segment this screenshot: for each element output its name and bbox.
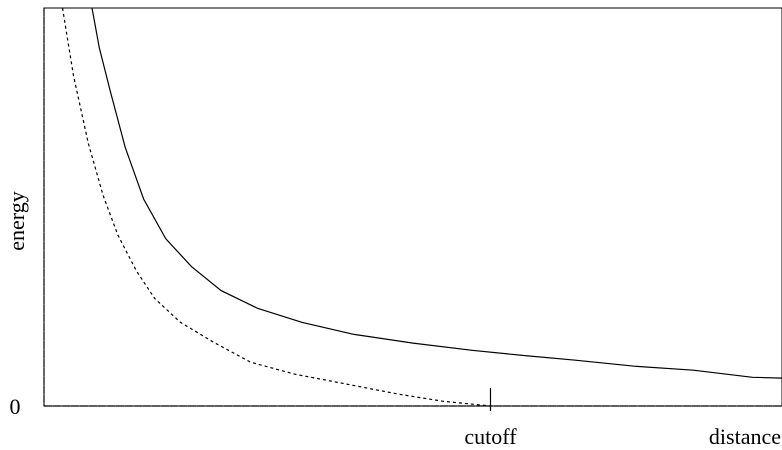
y-axis-label: energy [4, 191, 29, 250]
origin-tick-label: 0 [10, 394, 21, 419]
cutoff-tick-label: cutoff [464, 424, 517, 449]
series-solid-line [91, 7, 782, 379]
series-dotted-line [61, 7, 491, 407]
x-axis-label: distance [709, 424, 781, 449]
plot-frame [43, 7, 782, 407]
